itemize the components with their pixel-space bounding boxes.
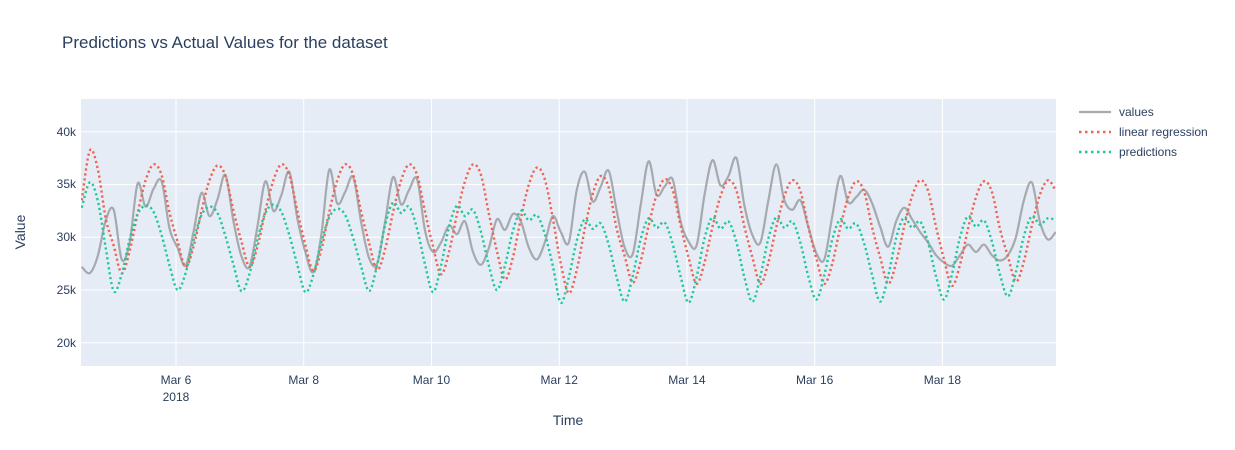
y-tick-label: 25k xyxy=(56,283,76,298)
x-tick-label: Mar 18 xyxy=(923,373,962,387)
x-tick-label: Mar 12 xyxy=(540,373,578,387)
legend-item-predictions[interactable]: predictions xyxy=(1079,142,1208,162)
x-axis-title: Time xyxy=(552,412,584,428)
linear-regression-line-swatch-icon xyxy=(1079,130,1111,134)
series-line-predictions[interactable] xyxy=(81,181,1056,304)
plot-area[interactable] xyxy=(81,99,1056,366)
series-line-linear-regression[interactable] xyxy=(81,148,1056,295)
series-line-values[interactable] xyxy=(81,156,1056,275)
legend-label: linear regression xyxy=(1119,125,1208,139)
predictions-line-swatch-icon xyxy=(1079,150,1111,154)
plot-svg[interactable] xyxy=(81,99,1056,366)
y-axis-title: Value xyxy=(12,214,28,250)
values-line-swatch-icon xyxy=(1079,110,1111,114)
x-tick-label: Mar 14 xyxy=(668,373,706,387)
legend-item-linear-regression[interactable]: linear regression xyxy=(1079,122,1208,142)
y-tick-label: 20k xyxy=(56,335,76,350)
x-tick-label: Mar 8 xyxy=(288,373,320,387)
legend: values linear regression predictions xyxy=(1079,102,1208,162)
x-tick-year-label: 2018 xyxy=(162,390,190,404)
legend-label: predictions xyxy=(1119,145,1178,159)
chart-title: Predictions vs Actual Values for the dat… xyxy=(62,33,388,52)
x-tick-label: Mar 10 xyxy=(412,373,451,387)
y-tick-label: 40k xyxy=(56,124,76,139)
x-tick-label: Mar 16 xyxy=(796,373,834,387)
x-tick-label: Mar 6 2018 xyxy=(160,373,192,404)
y-tick-label: 30k xyxy=(56,230,76,245)
y-tick-label: 35k xyxy=(56,177,76,192)
legend-item-values[interactable]: values xyxy=(1079,102,1208,122)
legend-label: values xyxy=(1119,105,1154,119)
